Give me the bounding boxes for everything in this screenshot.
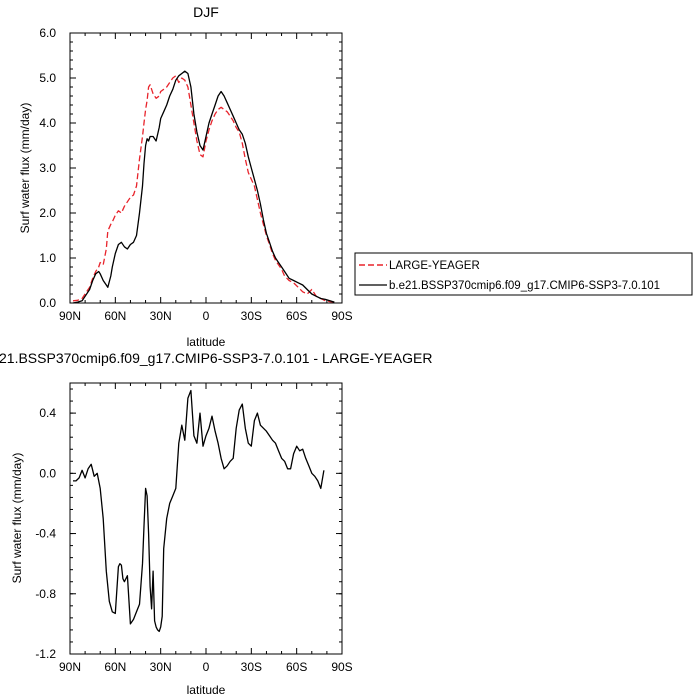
bottom-x-tick-label: 90S [331,660,352,674]
bottom-y-axis-label: Surf water flux (mm/day) [10,453,24,584]
bottom-y-tick-label: -0.8 [35,587,56,601]
bottom-chart-title: b.e21.BSSP370cmip6.f09_g17.CMIP6-SSP3-7.… [0,350,432,366]
top-y-tick-label: 4.0 [39,116,56,130]
legend: LARGE-YEAGER b.e21.BSSP370cmip6.f09_g17.… [354,252,693,296]
top-series-line-1 [72,70,335,304]
top-x-axis-label: latitude [187,335,226,349]
bottom-x-axis-label: latitude [187,683,226,697]
bottom-series-line-0 [73,389,325,633]
top-x-tick-label: 90N [59,309,81,323]
top-x-tick-label: 60N [104,309,126,323]
bottom-x-tick-label: 30N [150,660,172,674]
bottom-panel: b.e21.BSSP370cmip6.f09_g17.CMIP6-SSP3-7.… [0,350,432,697]
top-chart-title: DJF [193,4,219,20]
bottom-series-layer [73,389,325,633]
bottom-y-tick-label: 0.0 [39,466,56,480]
bottom-x-tick-label: 0 [203,660,210,674]
top-plot-frame [69,32,343,304]
top-y-tick-label: 1.0 [39,251,56,265]
bottom-y-tick-label: 0.4 [39,406,56,420]
bottom-x-tick-label: 30S [241,660,262,674]
top-x-tick-label: 90S [331,309,352,323]
bottom-plot-frame [69,382,343,655]
top-y-tick-label: 0.0 [39,296,56,310]
bottom-axis-ticks: 90N 60N 30N 0 30S 60S 90S -1.2 -0.8 -0.4 0.0 0.4 [35,383,353,674]
top-x-tick-label: 30N [150,309,172,323]
bottom-x-tick-label: 60N [104,660,126,674]
top-series-layer [72,70,335,304]
bottom-x-tick-label: 60S [286,660,307,674]
bottom-x-tick-label: 90N [59,660,81,674]
top-x-tick-label: 60S [286,309,307,323]
bottom-y-tick-label: -0.4 [35,527,56,541]
legend-label-large-yeager: LARGE-YEAGER [389,260,480,272]
legend-label-bssp370: b.e21.BSSP370cmip6.f09_g17.CMIP6-SSP3-7.… [389,280,660,292]
top-y-tick-label: 3.0 [39,161,56,175]
top-y-tick-label: 6.0 [39,26,56,40]
top-x-tick-label: 0 [203,309,210,323]
top-panel: DJF Surf water flux (mm/day) latitude 90… [18,4,353,349]
top-series-line-0 [72,75,335,303]
top-y-tick-label: 5.0 [39,71,56,85]
top-y-tick-label: 2.0 [39,206,56,220]
bottom-y-tick-label: -1.2 [35,647,56,661]
top-x-tick-label: 30S [241,309,262,323]
legend-box [354,252,693,296]
top-axis-ticks: 90N 60N 30N 0 30S 60S 90S 0.0 1.0 2.0 3.0 4.0 5.0 6.0 [39,26,352,323]
top-y-axis-label: Surf water flux (mm/day) [18,103,32,234]
